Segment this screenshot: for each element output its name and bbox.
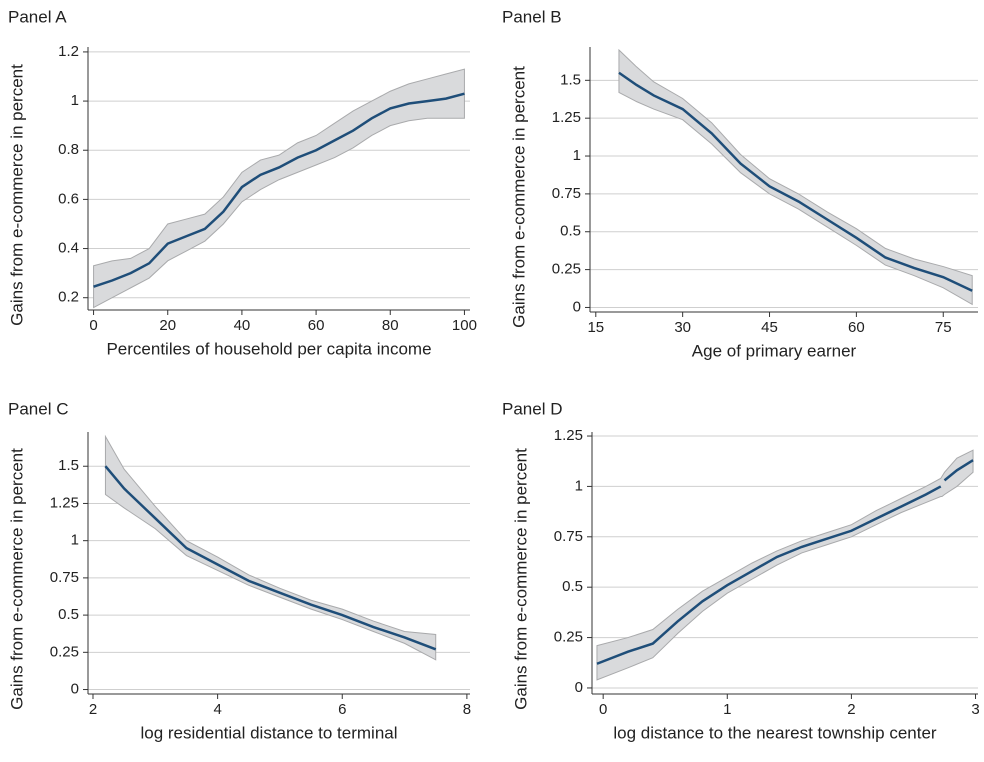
y-tick-label: 0.25 bbox=[50, 643, 79, 660]
x-tick-label: 100 bbox=[452, 317, 477, 334]
panel-title: Panel B bbox=[502, 7, 562, 26]
x-tick-label: 0 bbox=[599, 701, 607, 718]
x-tick-label: 20 bbox=[159, 317, 176, 334]
y-tick-label: 0 bbox=[575, 679, 583, 696]
fit-line bbox=[93, 92, 465, 288]
fit-line bbox=[596, 459, 974, 665]
x-tick-label: 0 bbox=[89, 317, 97, 334]
y-tick-label: 0.5 bbox=[560, 223, 581, 240]
y-tick-label: 1 bbox=[71, 92, 79, 109]
fit-line bbox=[618, 71, 973, 292]
y-tick-label: 1.25 bbox=[552, 109, 581, 126]
y-tick-label: 0.75 bbox=[552, 185, 581, 202]
x-tick-label: 75 bbox=[935, 319, 952, 336]
y-tick-label: 0.25 bbox=[552, 261, 581, 278]
x-tick-label: 4 bbox=[213, 701, 221, 718]
y-axis-label: Gains from e-commerce in percent bbox=[511, 448, 530, 710]
panel-title: Panel D bbox=[502, 399, 562, 418]
x-tick-label: 40 bbox=[234, 317, 251, 334]
x-tick-label: 45 bbox=[761, 319, 778, 336]
fit-line bbox=[104, 465, 437, 651]
confidence-band bbox=[104, 434, 437, 661]
panel-title: Panel C bbox=[8, 399, 68, 418]
x-tick-label: 60 bbox=[848, 319, 865, 336]
y-tick-label: 0 bbox=[573, 298, 581, 315]
y-tick-label: 0.75 bbox=[50, 569, 79, 586]
x-tick-label: 30 bbox=[674, 319, 691, 336]
y-tick-label: 1 bbox=[71, 532, 79, 549]
x-tick-label: 6 bbox=[338, 701, 346, 718]
y-tick-label: 0.2 bbox=[58, 289, 79, 306]
x-tick-label: 2 bbox=[89, 701, 97, 718]
confidence-band bbox=[618, 48, 973, 306]
x-tick-label: 1 bbox=[723, 701, 731, 718]
y-tick-label: 0.5 bbox=[562, 578, 583, 595]
y-tick-label: 1.25 bbox=[50, 494, 79, 511]
confidence-band bbox=[93, 68, 465, 309]
y-tick-label: 1.5 bbox=[560, 71, 581, 88]
y-tick-label: 1 bbox=[575, 477, 583, 494]
x-tick-label: 60 bbox=[308, 317, 325, 334]
x-tick-label: 8 bbox=[463, 701, 471, 718]
x-axis-label: log residential distance to terminal bbox=[140, 723, 397, 742]
y-tick-label: 0 bbox=[71, 681, 79, 698]
confidence-band bbox=[596, 449, 974, 681]
y-axis-label: Gains from e-commerce in percent bbox=[509, 66, 528, 328]
x-axis-label: log distance to the nearest township cen… bbox=[613, 723, 937, 742]
x-tick-label: 15 bbox=[587, 319, 604, 336]
x-tick-label: 80 bbox=[382, 317, 399, 334]
y-tick-label: 0.6 bbox=[58, 190, 79, 207]
y-tick-label: 1.5 bbox=[58, 457, 79, 474]
y-tick-label: 0.25 bbox=[554, 629, 583, 646]
y-tick-label: 1 bbox=[573, 147, 581, 164]
y-tick-label: 1.25 bbox=[554, 427, 583, 444]
x-tick-label: 2 bbox=[847, 701, 855, 718]
y-axis-label: Gains from e-commerce in percent bbox=[7, 448, 26, 710]
y-tick-label: 0.8 bbox=[58, 141, 79, 158]
y-tick-label: 0.75 bbox=[554, 528, 583, 545]
x-tick-label: 3 bbox=[971, 701, 979, 718]
x-axis-label: Age of primary earner bbox=[692, 341, 857, 360]
y-axis-label: Gains from e-commerce in percent bbox=[7, 64, 26, 326]
x-axis-label: Percentiles of household per capita inco… bbox=[106, 339, 431, 358]
y-tick-label: 0.5 bbox=[58, 606, 79, 623]
y-tick-label: 1.2 bbox=[58, 43, 79, 60]
panel-title: Panel A bbox=[8, 7, 67, 26]
y-tick-label: 0.4 bbox=[58, 240, 79, 257]
